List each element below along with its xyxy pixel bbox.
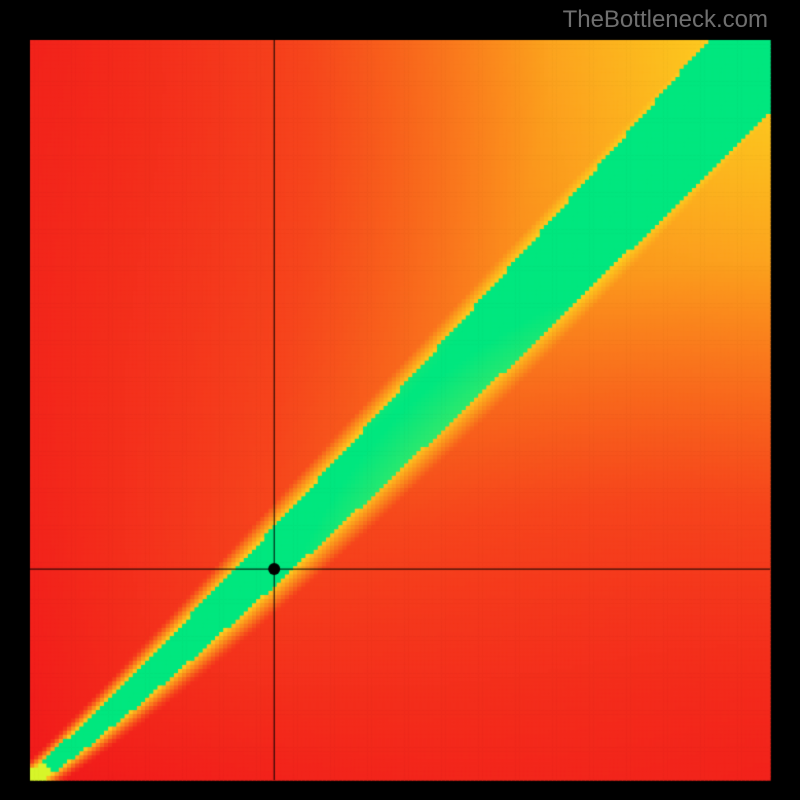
watermark-text: TheBottleneck.com — [563, 6, 768, 34]
heatmap-canvas — [0, 0, 800, 800]
stage: TheBottleneck.com — [0, 0, 800, 800]
